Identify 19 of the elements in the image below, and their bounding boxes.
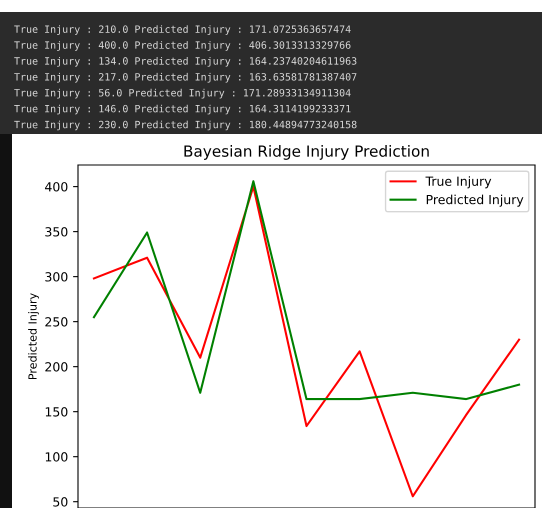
y-tick-label: 300 xyxy=(45,272,68,282)
text: True Injury : 230.0 Predicted Injury : 180.44894773240158 xyxy=(14,120,357,130)
legend-label: True Injury xyxy=(426,176,492,188)
y-tick-label: 350 xyxy=(45,227,68,237)
text: True Injury : 210.0 Predicted Injury : 171.0725363657474 xyxy=(14,25,351,35)
y-tick-label: 200 xyxy=(45,362,68,372)
y-tick-label: 250 xyxy=(45,317,68,327)
chart-title: Bayesian Ridge Injury Prediction xyxy=(184,145,429,160)
y-axis-title: Predicted Injury xyxy=(28,293,39,380)
y-tick-label: 400 xyxy=(45,182,68,192)
y-tick-label: 100 xyxy=(46,452,68,462)
text: True Injury : 146.0 Predicted Injury : 164.3114199233371 xyxy=(14,104,350,114)
y-tick-label: 150 xyxy=(46,407,68,417)
text: True Injury : 400.0 Predicted Injury : 406.3013313329766 xyxy=(14,41,350,51)
text: True Injury : 134.0 Predicted Injury : 164.23740204611963 xyxy=(14,56,356,67)
text: True Injury : 217.0 Predicted Injury : 163.63581781387407 xyxy=(14,72,356,83)
y-tick-label: 50 xyxy=(53,497,68,507)
text: True Injury : 56.0 Predicted Injury : 171.28933134911304 xyxy=(14,88,351,98)
legend-label: Predicted Injury xyxy=(426,194,524,207)
